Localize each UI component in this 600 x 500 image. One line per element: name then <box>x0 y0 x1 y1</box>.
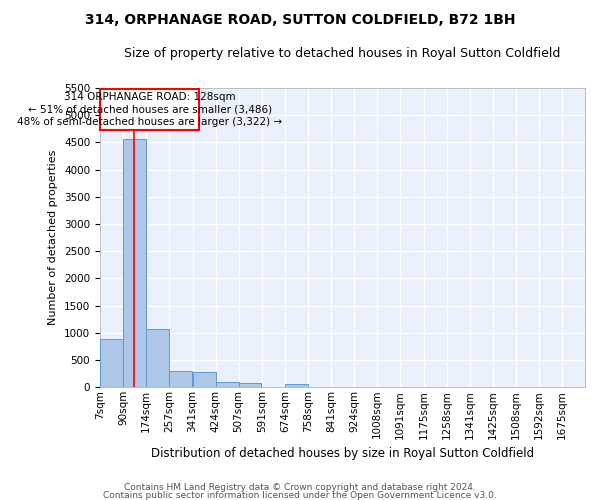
Text: 314 ORPHANAGE ROAD: 128sqm: 314 ORPHANAGE ROAD: 128sqm <box>64 92 235 102</box>
Text: ← 51% of detached houses are smaller (3,486): ← 51% of detached houses are smaller (3,… <box>28 104 272 115</box>
FancyBboxPatch shape <box>100 88 199 130</box>
Bar <box>215 382 239 387</box>
Bar <box>146 330 169 387</box>
Bar <box>193 372 215 387</box>
Text: Contains HM Land Registry data © Crown copyright and database right 2024.: Contains HM Land Registry data © Crown c… <box>124 483 476 492</box>
Text: 48% of semi-detached houses are larger (3,322) →: 48% of semi-detached houses are larger (… <box>17 116 282 126</box>
Bar <box>123 139 146 387</box>
Bar <box>285 384 308 387</box>
Bar <box>100 340 123 387</box>
Title: Size of property relative to detached houses in Royal Sutton Coldfield: Size of property relative to detached ho… <box>124 48 561 60</box>
Text: Contains public sector information licensed under the Open Government Licence v3: Contains public sector information licen… <box>103 490 497 500</box>
Text: 314, ORPHANAGE ROAD, SUTTON COLDFIELD, B72 1BH: 314, ORPHANAGE ROAD, SUTTON COLDFIELD, B… <box>85 12 515 26</box>
Y-axis label: Number of detached properties: Number of detached properties <box>49 150 58 326</box>
Bar <box>169 371 192 387</box>
Bar <box>239 383 262 387</box>
X-axis label: Distribution of detached houses by size in Royal Sutton Coldfield: Distribution of detached houses by size … <box>151 447 534 460</box>
